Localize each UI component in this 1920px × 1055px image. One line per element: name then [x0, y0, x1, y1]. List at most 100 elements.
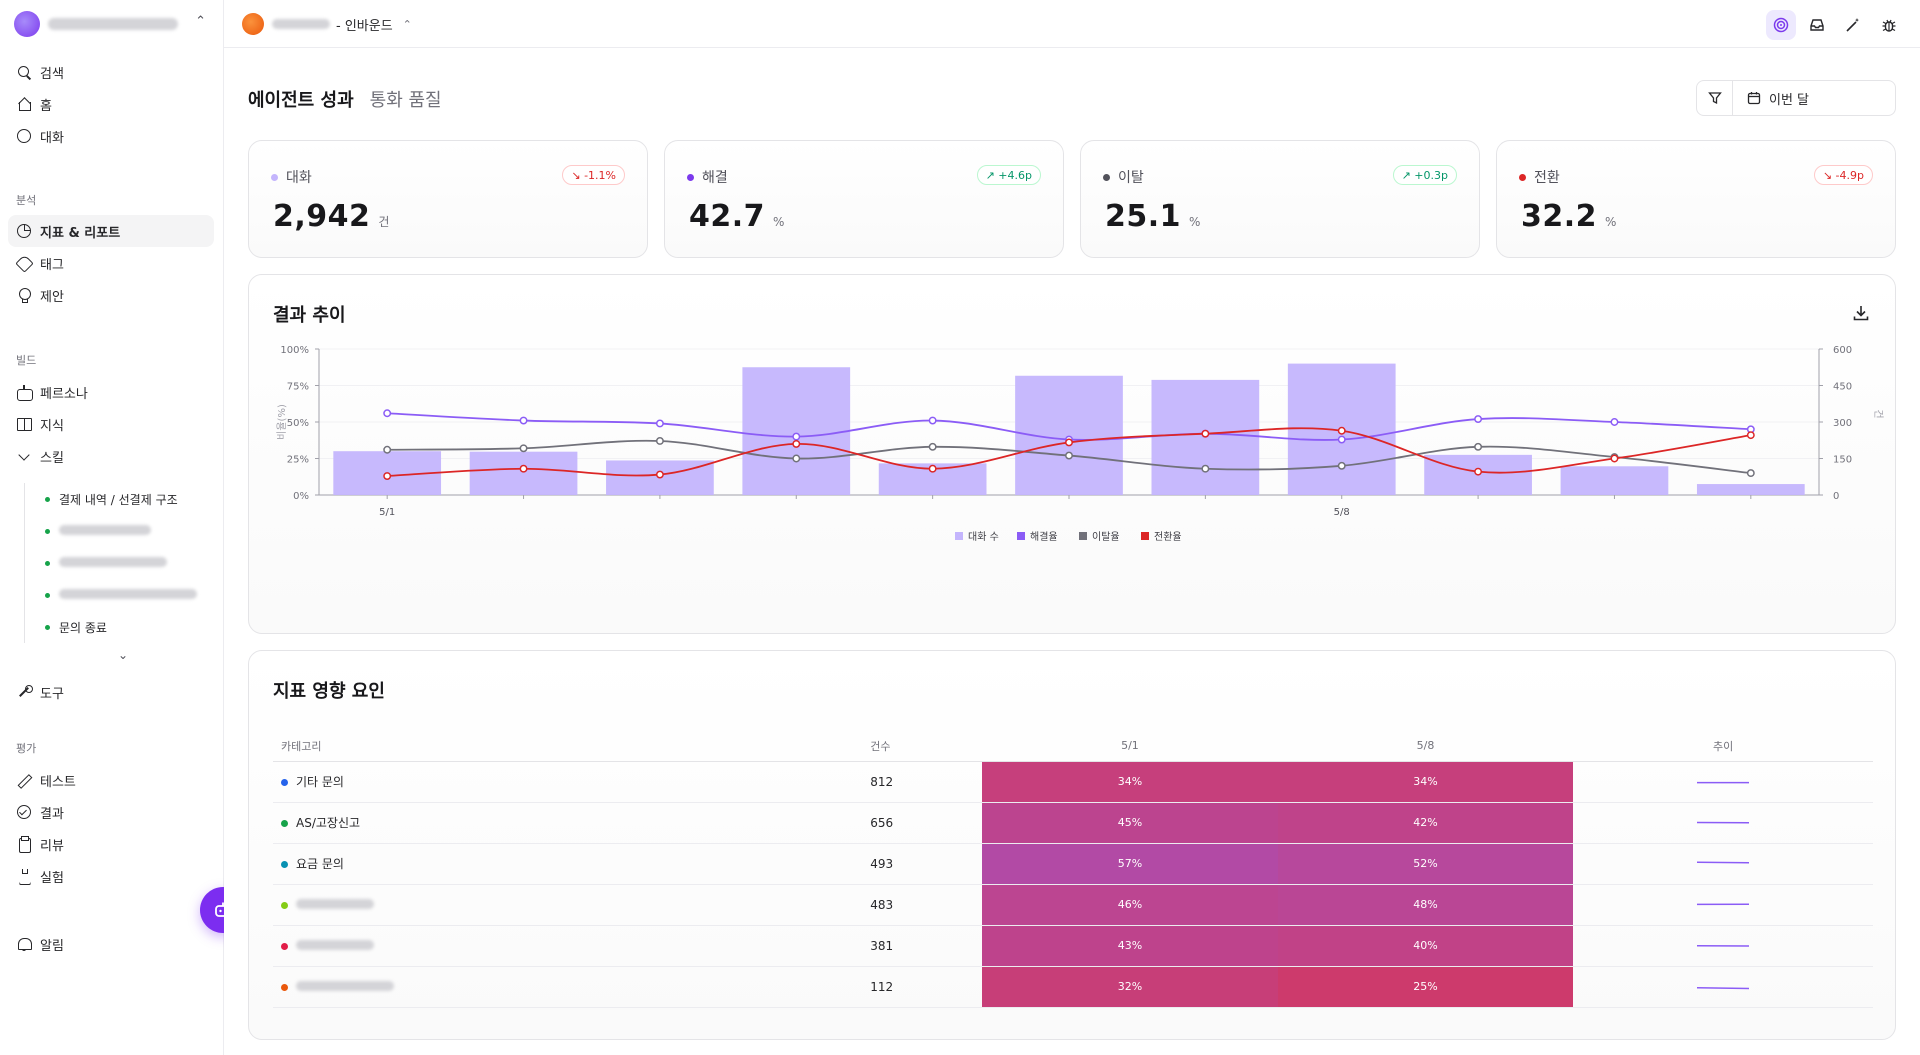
workspace-name	[48, 18, 178, 30]
kpi-value-text: 25.1	[1105, 199, 1182, 234]
sidebar-item-alerts[interactable]: 알림	[8, 928, 214, 960]
sidebar-item-suggestions[interactable]: 제안	[8, 279, 214, 311]
kpi-value-text: 32.2	[1521, 199, 1598, 234]
heat-value: 25%	[1413, 980, 1438, 993]
sidebar-item-test[interactable]: 테스트	[8, 764, 214, 796]
count-value: 381	[870, 938, 894, 953]
date-range-button[interactable]: 이번 달	[1733, 81, 1895, 115]
trend-cell	[1573, 843, 1873, 885]
category-dot	[281, 942, 288, 950]
point-conversion	[1201, 429, 1210, 438]
x-tick-label: 5/1	[379, 507, 395, 518]
magic-wand-icon[interactable]	[1838, 10, 1868, 40]
table-row[interactable]: AS/고장신고 656 45% 42%	[273, 802, 1873, 844]
inbox-icon[interactable]	[1802, 10, 1832, 40]
sidebar-item-experiment[interactable]: 실험	[8, 860, 214, 892]
point-churn	[655, 437, 664, 445]
sidebar-item-label: 지식	[40, 418, 64, 434]
factors-table-body: 기타 문의 812 34% 34% AS/고장신고 656 45% 42% 요금 문의 493 57…	[273, 761, 1873, 1008]
tab-call-quality[interactable]: 통화 품질	[369, 90, 442, 111]
y-right-tick-label: 600	[1833, 345, 1852, 356]
table-row[interactable]: 483 46% 48%	[273, 884, 1873, 926]
sidebar-item-home[interactable]: 홈	[8, 88, 214, 120]
sidebar-item-persona[interactable]: 페르소나	[8, 376, 214, 408]
show-more-chevron-icon[interactable]: ⌄	[118, 648, 129, 662]
project-switcher[interactable]: - 인바운드 ⌃	[242, 12, 412, 36]
kpi-value-text: 42.7	[689, 199, 766, 234]
sidebar-item-metrics-reports[interactable]: 지표 & 리포트	[8, 215, 214, 247]
count-cell: 493	[862, 843, 983, 885]
heat-value: 40%	[1413, 939, 1438, 952]
column-header-count[interactable]: 건수	[862, 731, 983, 762]
category-label: 기타 문의	[296, 775, 344, 789]
factors-table: 카테고리 건수 5/1 5/8 추이 기타 문의 812 34% 34% AS/고장신고…	[273, 731, 1873, 1008]
heat-cell-date1: 32%	[982, 966, 1278, 1008]
heat-cell-date1: 46%	[982, 884, 1278, 926]
heat-value: 43%	[1117, 939, 1143, 952]
target-icon[interactable]	[1766, 10, 1796, 40]
table-row[interactable]: 381 43% 40%	[273, 925, 1873, 967]
y-right-axis-label: 건	[1872, 409, 1884, 418]
kpi-card-resolution[interactable]: 해결 ↗ +4.6p 42.7%	[664, 140, 1064, 258]
calendar-icon	[1747, 92, 1761, 105]
metric-factors-card: 지표 영향 요인 카테고리 건수 5/1 5/8 추이 기타 문의 812 34% 3…	[248, 650, 1896, 1040]
heat-cell-date2: 40%	[1277, 925, 1574, 967]
sidebar-item-label: 스킬	[40, 450, 64, 466]
kpi-row: 대화 ↘ -1.1% 2,942 건 해결 ↗ +4.6p 42.7% 이탈 ↗ …	[248, 140, 1896, 258]
kpi-card-conversations[interactable]: 대화 ↘ -1.1% 2,942 건	[248, 140, 648, 258]
sidebar-item-tools[interactable]: 도구	[8, 676, 214, 708]
column-header-date2[interactable]: 5/8	[1277, 731, 1574, 762]
nav-alerts: 알림	[8, 928, 214, 960]
chevron-updown-icon: ⌃	[195, 14, 206, 29]
skill-item[interactable]: 결제 내역 / 선결제 구조	[25, 483, 214, 515]
sparkline	[1697, 861, 1750, 864]
workspace-switcher[interactable]: ⌃	[14, 10, 210, 38]
search-icon	[16, 64, 32, 80]
blurred-category-label	[296, 939, 374, 950]
point-conversion	[383, 472, 392, 480]
skill-item[interactable]	[25, 579, 214, 611]
card-title: 결과 추이	[273, 305, 346, 326]
column-header-category[interactable]: 카테고리	[273, 731, 863, 762]
kpi-unit: %	[1605, 215, 1617, 229]
flask-icon	[16, 868, 32, 884]
sidebar-item-label: 페르소나	[40, 386, 88, 402]
sparkline-line	[1697, 987, 1750, 990]
tab-agent-performance[interactable]: 에이전트 성과	[248, 90, 354, 111]
table-row[interactable]: 기타 문의 812 34% 34%	[273, 761, 1873, 803]
kpi-card-churn[interactable]: 이탈 ↗ +0.3p 25.1%	[1080, 140, 1480, 258]
skill-item[interactable]	[25, 515, 214, 547]
skill-item[interactable]	[25, 547, 214, 579]
legend-swatch-resolution	[1017, 532, 1025, 540]
heat-cell-date2: 52%	[1277, 843, 1574, 885]
sidebar-item-knowledge[interactable]: 지식	[8, 408, 214, 440]
filter-button[interactable]	[1697, 81, 1733, 115]
table-row[interactable]: 요금 문의 493 57% 52%	[273, 843, 1873, 885]
kpi-card-conversion[interactable]: 전환 ↘ -4.9p 32.2%	[1496, 140, 1896, 258]
sidebar-item-label: 결과	[40, 806, 64, 822]
sidebar-item-label: 대화	[40, 130, 64, 146]
filter-icon	[1707, 92, 1722, 105]
bug-icon[interactable]	[1874, 10, 1904, 40]
project-suffix: - 인바운드	[336, 18, 393, 34]
category-cell	[273, 884, 863, 926]
column-header-trend[interactable]: 추이	[1573, 731, 1873, 762]
download-icon[interactable]	[1851, 303, 1871, 323]
topbar: - 인바운드 ⌃	[224, 0, 1920, 48]
kpi-label: 대화	[271, 167, 312, 187]
skill-item[interactable]: 문의 종료	[25, 611, 214, 643]
skill-label: 문의 종료	[59, 620, 107, 635]
sidebar-item-conversations[interactable]: 대화	[8, 120, 214, 152]
table-row[interactable]: 112 32% 25%	[273, 966, 1873, 1008]
point-conversion	[655, 470, 664, 479]
blurred-label	[59, 557, 167, 567]
sidebar-item-review[interactable]: 리뷰	[8, 828, 214, 860]
sidebar-item-search[interactable]: 검색	[8, 56, 214, 88]
sidebar-item-results[interactable]: 결과	[8, 796, 214, 828]
project-name-blurred	[272, 19, 330, 29]
column-header-date1[interactable]: 5/1	[982, 731, 1278, 762]
sidebar-item-skills[interactable]: 스킬	[8, 440, 214, 472]
heat-value: 34%	[1117, 775, 1143, 788]
legend-swatch-conversion	[1141, 532, 1149, 540]
sidebar-item-tags[interactable]: 태그	[8, 247, 214, 279]
